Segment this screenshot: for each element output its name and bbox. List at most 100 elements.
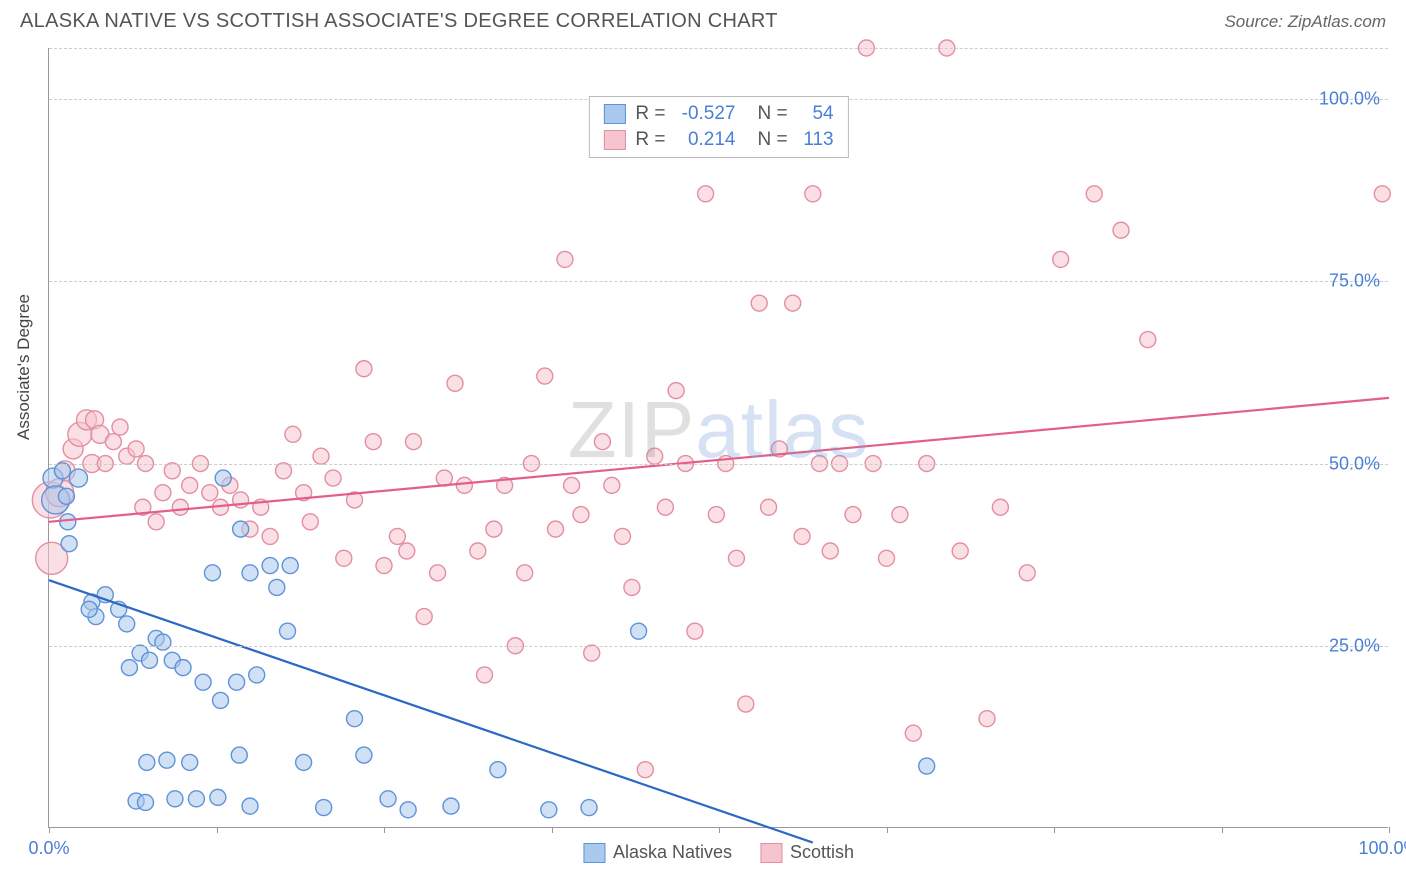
scatter-point [892, 507, 908, 523]
xtick [719, 827, 720, 833]
scatter-point [564, 477, 580, 493]
scatter-point [276, 463, 292, 479]
scatter-point [615, 528, 631, 544]
scatter-point [1113, 222, 1129, 238]
scatter-point [182, 754, 198, 770]
scatter-point [202, 485, 218, 501]
scatter-point [668, 383, 684, 399]
scatter-point [708, 507, 724, 523]
scatter-point [296, 754, 312, 770]
scatter-point [380, 791, 396, 807]
scatter-point [1019, 565, 1035, 581]
y-axis-label: Associate's Degree [14, 294, 34, 440]
scatter-point [905, 725, 921, 741]
scatter-point [405, 434, 421, 450]
r-value-2: 0.214 [676, 129, 736, 151]
scatter-point [557, 251, 573, 267]
scatter-point [486, 521, 502, 537]
scatter-point [952, 543, 968, 559]
scatter-point [69, 469, 87, 487]
scatter-point [416, 609, 432, 625]
ytick-label: 100.0% [1319, 89, 1380, 110]
scatter-point [573, 507, 589, 523]
scatter-point [148, 514, 164, 530]
scatter-point [399, 543, 415, 559]
legend-item-1: Alaska Natives [583, 842, 732, 863]
stats-row-2: R =0.214 N =113 [603, 127, 833, 153]
scatter-point [738, 696, 754, 712]
swatch-series-2 [603, 130, 625, 150]
scatter-point [794, 528, 810, 544]
r-value-1: -0.527 [676, 103, 736, 125]
scatter-point [213, 692, 229, 708]
scatter-point [517, 565, 533, 581]
scatter-point [302, 514, 318, 530]
scatter-point [356, 747, 372, 763]
scatter-point [58, 488, 74, 504]
scatter-point [822, 543, 838, 559]
scatter-point [356, 361, 372, 377]
scatter-point [845, 507, 861, 523]
scatter-point [155, 634, 171, 650]
scatter-point [698, 186, 714, 202]
scatter-point [430, 565, 446, 581]
scatter-point [262, 558, 278, 574]
scatter-point [155, 485, 171, 501]
scatter-point [188, 791, 204, 807]
scatter-point [687, 623, 703, 639]
scatter-point [347, 711, 363, 727]
scatter-point [1086, 186, 1102, 202]
scatter-point [54, 463, 70, 479]
scatter-point [637, 762, 653, 778]
scatter-point [548, 521, 564, 537]
scatter-point [112, 419, 128, 435]
scatter-point [631, 623, 647, 639]
xtick-label: 100.0% [1358, 838, 1406, 859]
xtick [1389, 827, 1390, 833]
scatter-point [128, 441, 144, 457]
scatter-point [142, 652, 158, 668]
scatter-point [992, 499, 1008, 515]
chart-header: ALASKA NATIVE VS SCOTTISH ASSOCIATE'S DE… [0, 0, 1406, 39]
scatter-point [316, 800, 332, 816]
scatter-point [624, 579, 640, 595]
trend-line [49, 398, 1389, 522]
ytick-label: 50.0% [1329, 453, 1380, 474]
scatter-point [470, 543, 486, 559]
scatter-svg [49, 48, 1388, 827]
gridline [49, 48, 1388, 49]
scatter-point [400, 802, 416, 818]
scatter-point [182, 477, 198, 493]
stats-row-1: R =-0.527 N =54 [603, 101, 833, 127]
legend-swatch-1 [583, 843, 605, 863]
xtick [1054, 827, 1055, 833]
scatter-point [657, 499, 673, 515]
scatter-point [761, 499, 777, 515]
gridline [49, 281, 1388, 282]
scatter-point [164, 463, 180, 479]
scatter-point [537, 368, 553, 384]
gridline [49, 464, 1388, 465]
scatter-point [81, 601, 97, 617]
scatter-point [121, 660, 137, 676]
scatter-point [919, 758, 935, 774]
scatter-point [167, 791, 183, 807]
scatter-point [233, 521, 249, 537]
legend-item-2: Scottish [760, 842, 854, 863]
scatter-point [285, 426, 301, 442]
scatter-point [282, 558, 298, 574]
scatter-point [242, 565, 258, 581]
xtick [49, 827, 50, 833]
scatter-point [262, 528, 278, 544]
xtick [552, 827, 553, 833]
scatter-point [604, 477, 620, 493]
chart-source: Source: ZipAtlas.com [1224, 12, 1386, 32]
n-value-2: 113 [798, 129, 834, 151]
scatter-point [365, 434, 381, 450]
scatter-point [137, 794, 153, 810]
scatter-point [60, 514, 76, 530]
scatter-point [215, 470, 231, 486]
scatter-point [490, 762, 506, 778]
scatter-point [647, 448, 663, 464]
scatter-point [594, 434, 610, 450]
